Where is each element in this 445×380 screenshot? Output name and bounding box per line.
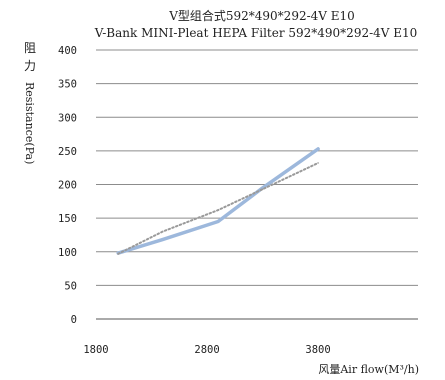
x-tick-label-2: 3800 bbox=[305, 344, 330, 356]
series-layer bbox=[116, 147, 320, 255]
x-axis-label: 风量Air flow(M³/h) bbox=[318, 363, 419, 376]
series-line-0 bbox=[116, 147, 320, 255]
y-tick-label-0: 0 bbox=[71, 314, 77, 326]
series-line-1 bbox=[117, 162, 320, 255]
y-axis-ticks: 0 50 100 150 200 250 300 350 400 bbox=[58, 45, 77, 326]
y-tick-label-4: 200 bbox=[58, 180, 77, 192]
y-tick-label-1: 50 bbox=[64, 280, 77, 292]
y-tick-label-8: 400 bbox=[58, 45, 77, 57]
series-1-point-1 bbox=[161, 230, 164, 233]
series-1-point-2 bbox=[217, 209, 219, 211]
y-axis-label-cjk-2: 力 bbox=[24, 59, 36, 73]
series-1-point-0 bbox=[117, 252, 120, 255]
y-tick-label-5: 250 bbox=[58, 146, 77, 158]
series-1-point-4 bbox=[317, 162, 319, 164]
y-axis-label-cjk-1: 阻 bbox=[24, 41, 36, 55]
chart-title: V型组合式592*490*292-4V E10 bbox=[168, 8, 355, 23]
series-0-point-1 bbox=[161, 238, 164, 241]
series-0-point-4 bbox=[317, 148, 319, 150]
series-0-point-2 bbox=[217, 220, 219, 223]
y-tick-label-3: 150 bbox=[58, 213, 77, 225]
y-axis-label: Resistance(Pa) bbox=[23, 82, 36, 164]
series-1-point-3 bbox=[261, 188, 264, 191]
x-axis-ticks: 1800 2800 3800 bbox=[83, 344, 330, 356]
series-0-point-3 bbox=[261, 187, 264, 189]
x-tick-label-0: 1800 bbox=[83, 344, 108, 356]
x-tick-label-1: 2800 bbox=[194, 344, 219, 356]
grid bbox=[96, 49, 418, 320]
chart-subtitle: V-Bank MINI-Pleat HEPA Filter 592*490*29… bbox=[94, 26, 418, 40]
y-tick-label-6: 300 bbox=[58, 112, 77, 124]
y-tick-label-7: 350 bbox=[58, 79, 77, 91]
y-tick-label-2: 100 bbox=[58, 247, 77, 259]
